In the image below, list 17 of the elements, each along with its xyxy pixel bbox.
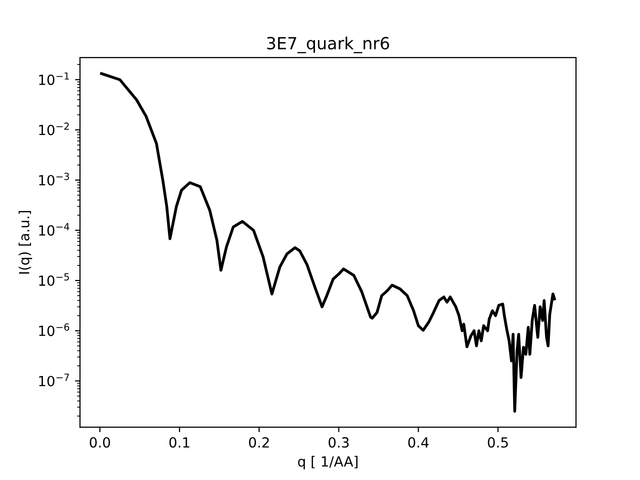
x-tick-label: 0.4 (408, 437, 429, 448)
y-tick-label: 10$^{−7}$ (39, 374, 69, 386)
x-tick-label: 0.0 (90, 437, 110, 448)
x-tick-label: 0.2 (249, 437, 269, 448)
y-tick-label: 10$^{−5}$ (39, 273, 69, 286)
x-tick-label: 0.1 (169, 437, 190, 448)
y-tick-label: 10$^{−6}$ (39, 323, 70, 336)
chart-title: 3E7_quark_nr6 (267, 36, 390, 54)
y-tick-label: 10$^{−4}$ (39, 223, 70, 236)
x-axis-title: q [ 1/AA] (298, 456, 358, 470)
y-tick-label: 10$^{−2}$ (39, 122, 69, 136)
y-tick-label: 10$^{−1}$ (39, 72, 69, 86)
x-tick-label: 0.5 (488, 437, 508, 448)
line-series (100, 72, 556, 413)
y-tick-label: 10$^{−3}$ (39, 172, 69, 186)
x-tick-label: 0.3 (328, 437, 349, 448)
y-axis-title: I(q) [a.u.] (18, 211, 32, 274)
